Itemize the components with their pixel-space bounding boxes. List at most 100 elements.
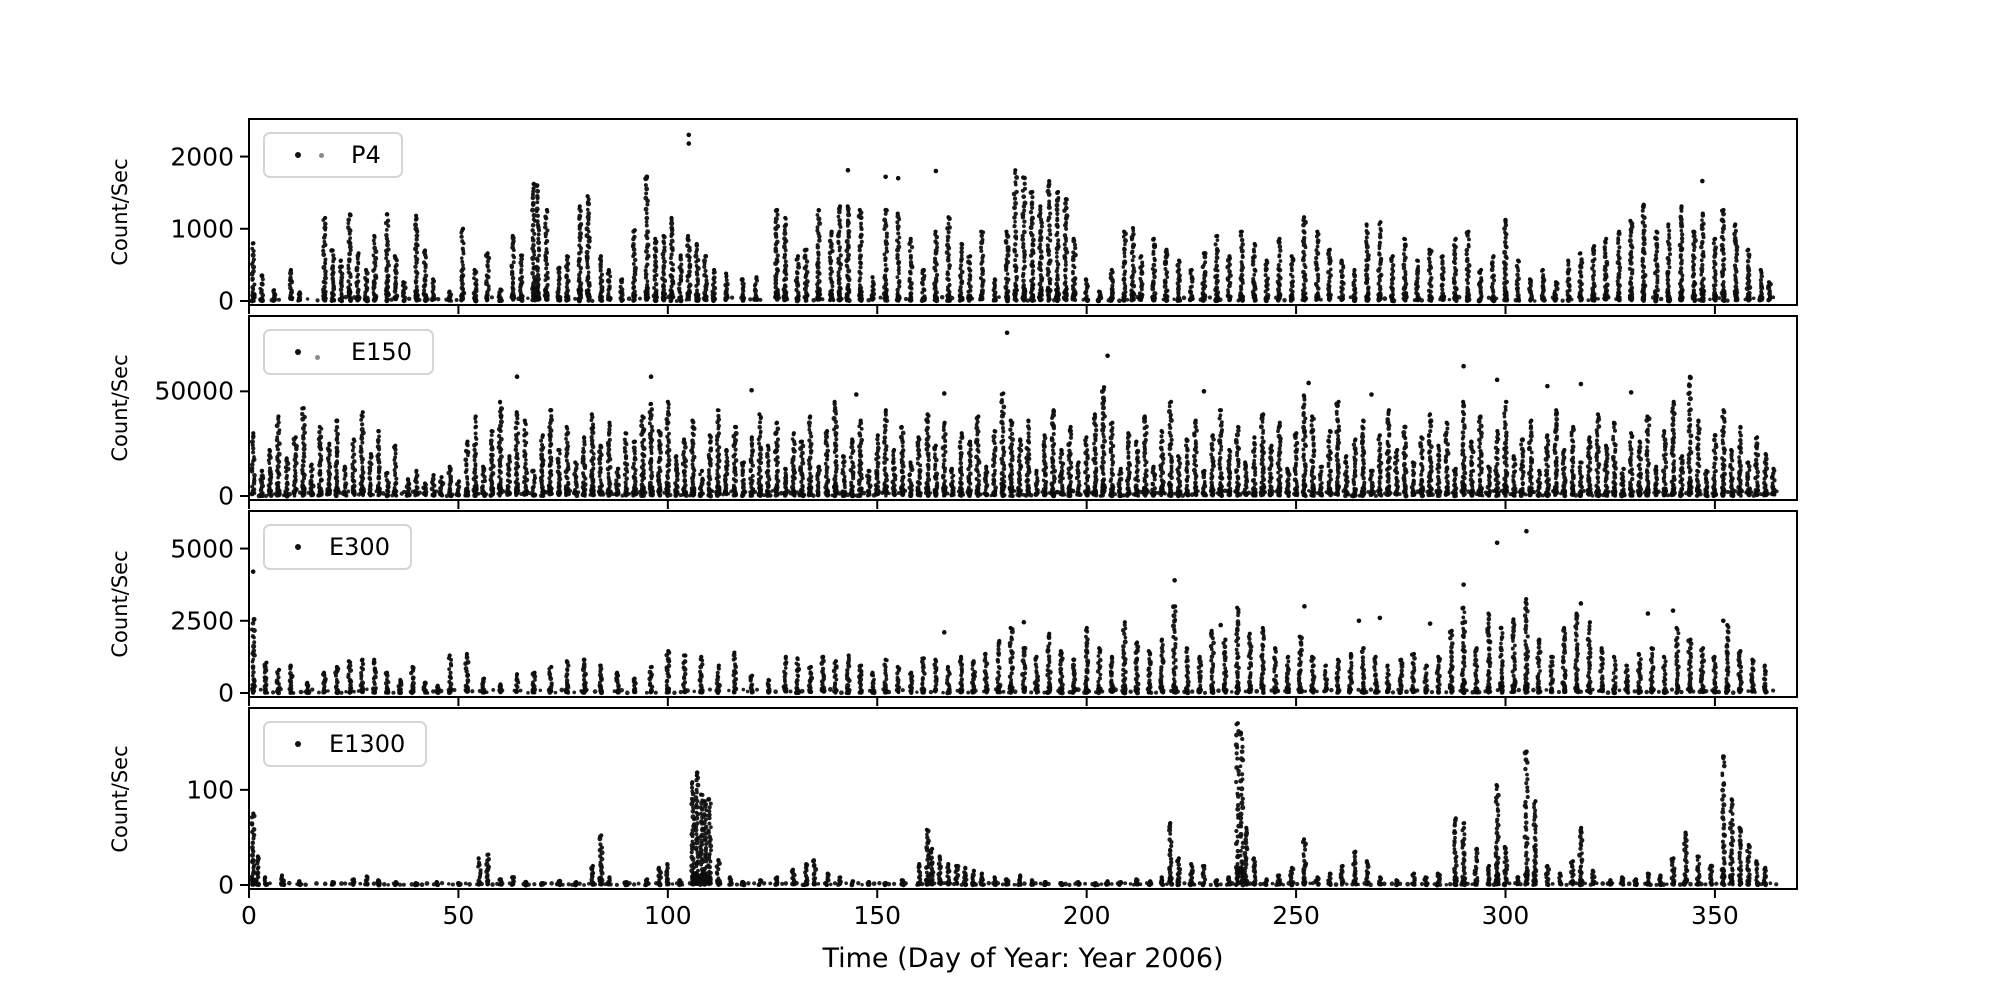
data-point [1692,262,1696,267]
data-point [431,472,436,478]
data-point [459,285,465,291]
data-point [1566,258,1571,263]
data-point [358,444,363,449]
data-point [510,295,516,301]
data-point [1047,258,1053,264]
data-point [1692,279,1697,284]
data-point [690,431,695,436]
data-point [1452,256,1458,261]
data-point [1403,269,1408,274]
data-point [1055,259,1059,264]
data-point [530,270,535,276]
data-point [1063,197,1068,202]
data-point [535,193,540,199]
data-point [1013,283,1019,289]
data-point [540,433,545,438]
data-point [997,295,1001,299]
data-point [1227,269,1232,274]
data-point [1055,216,1060,221]
data-point [1758,267,1763,273]
data-point [1039,254,1044,258]
data-point [347,291,353,296]
data-point [1722,257,1727,261]
data-point [1203,260,1208,265]
data-point [484,273,489,278]
data-point [1122,238,1128,244]
data-point [343,294,349,300]
data-point [1722,224,1726,228]
data-point [1030,285,1035,291]
data-point [1466,262,1472,269]
data-point [348,297,353,302]
data-point [645,229,651,235]
data-point [685,253,691,259]
data-point [1029,200,1035,205]
data-point [585,207,590,212]
data-point [373,255,379,261]
data-point [535,288,540,293]
data-point [1032,298,1037,303]
panel-frame [248,118,1798,306]
data-point [1130,225,1136,231]
data-point [1667,228,1672,233]
data-point [268,466,273,471]
data-point [413,289,418,294]
data-point [1161,297,1166,302]
data-point [724,278,729,283]
data-point [484,279,489,284]
data-point [536,246,541,251]
data-point [1604,236,1609,241]
data-point [1131,242,1137,248]
data-point [783,263,789,269]
data-point [837,218,842,223]
data-point [1302,235,1307,241]
data-point [1302,215,1307,220]
data-point [1667,252,1673,257]
data-point [1708,297,1712,302]
data-point [1560,298,1565,303]
data-point [590,422,596,427]
data-point [1020,211,1026,217]
data-point [1063,201,1068,206]
data-point [1390,267,1395,271]
data-point [472,267,477,273]
data-point [1301,249,1306,255]
data-point [690,438,695,444]
data-point [1640,220,1646,225]
data-point [423,282,428,287]
data-point [607,464,613,470]
data-point [1013,219,1017,224]
data-point [386,247,391,252]
data-point [1592,257,1597,262]
data-point [460,226,466,231]
data-point [1700,211,1705,216]
data-point [535,188,540,194]
data-point [1429,275,1434,281]
data-point [543,221,548,226]
data-point [573,296,578,301]
data-point [1273,295,1279,300]
data-point [897,265,901,270]
data-point [845,293,850,298]
data-point [1654,241,1660,247]
data-point [556,447,561,453]
data-point [907,269,913,275]
data-point [515,477,520,481]
data-point [1401,252,1406,256]
data-point [1628,275,1634,281]
data-point [1364,263,1370,269]
data-point [532,473,537,478]
data-point [346,270,351,275]
data-point [685,278,690,283]
data-point [1339,273,1345,279]
data-point [1013,234,1019,240]
data-point [1566,267,1572,273]
data-point [276,414,281,419]
data-point [485,251,490,256]
data-point [346,279,351,284]
data-point [654,295,660,300]
data-point [1578,298,1583,303]
data-point [847,287,852,292]
data-point [1252,272,1257,277]
